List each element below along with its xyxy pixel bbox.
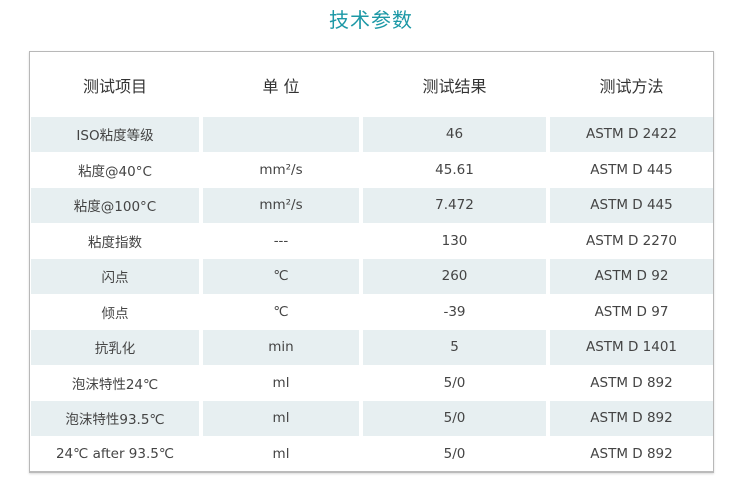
cell-result: 46 [363,117,546,152]
cell-method: ASTM D 892 [590,445,673,462]
cell-test-item: 24℃ after 93.5℃ [55,445,175,462]
table-row: 泡沫特性24℃ ml 5/0 ASTM D 892 [31,366,713,401]
cell-test-item: 闪点 [31,259,199,294]
cell-test-item: 泡沫特性24℃ [71,376,159,393]
cell-result: 5 [363,330,546,365]
table-row: 倾点 ℃ -39 ASTM D 97 [31,295,713,330]
cell-test-item: 粘度@100°C [31,188,199,223]
table-header-row: 测试项目 单 位 测试结果 测试方法 [31,53,713,116]
cell-unit: ℃ [203,259,359,294]
cell-result: 5/0 [443,445,466,462]
table-row: 粘度指数 --- 130 ASTM D 2270 [31,224,713,259]
cell-method: ASTM D 892 [550,401,713,436]
header-method: 测试方法 [599,76,664,96]
cell-test-item: 倾点 [101,305,129,322]
header-result: 测试结果 [422,76,487,96]
section-title: 技术参数 [329,8,413,32]
cell-test-item: ISO粘度等级 [31,117,199,152]
table-row: 粘度@40°C mm²/s 45.61 ASTM D 445 [31,153,713,188]
header-test-item: 测试项目 [82,76,147,96]
spec-table-container: 测试项目 单 位 测试结果 测试方法 ISO粘度等级 46 ASTM D 2422 粘… [29,51,714,473]
cell-result: 130 [441,232,468,249]
cell-method: ASTM D 1401 [550,330,713,365]
cell-result: 260 [363,259,546,294]
table-row: 泡沫特性93.5℃ ml 5/0 ASTM D 892 [31,401,713,436]
cell-method: ASTM D 445 [590,161,673,178]
table-row: 闪点 ℃ 260 ASTM D 92 [31,259,713,294]
cell-result: 5/0 [443,374,466,391]
cell-test-item: 粘度@40°C [78,163,152,180]
cell-test-item: 粘度指数 [88,234,142,251]
cell-method: ASTM D 92 [550,259,713,294]
cell-unit: mm²/s [203,188,359,223]
cell-method: ASTM D 445 [550,188,713,223]
cell-result: 45.61 [435,161,474,178]
cell-unit: --- [273,232,289,249]
spec-table: 测试项目 单 位 测试结果 测试方法 ISO粘度等级 46 ASTM D 2422 粘… [27,52,717,472]
cell-unit [203,117,359,152]
table-row: 抗乳化 min 5 ASTM D 1401 [31,330,713,365]
cell-result: -39 [443,303,466,320]
cell-unit: ml [272,374,290,391]
cell-test-item: 抗乳化 [31,330,199,365]
table-row: 24℃ after 93.5℃ ml 5/0 ASTM D 892 [31,437,713,472]
cell-result: 5/0 [363,401,546,436]
table-row: ISO粘度等级 46 ASTM D 2422 [31,117,713,152]
cell-unit: ml [203,401,359,436]
cell-method: ASTM D 2270 [585,232,678,249]
cell-method: ASTM D 2422 [550,117,713,152]
cell-test-item: 泡沫特性93.5℃ [31,401,199,436]
cell-method: ASTM D 97 [594,303,669,320]
cell-unit: min [203,330,359,365]
cell-result: 7.472 [363,188,546,223]
header-unit: 单 位 [262,76,300,96]
table-row: 粘度@100°C mm²/s 7.472 ASTM D 445 [31,188,713,223]
cell-unit: ℃ [273,303,289,320]
cell-method: ASTM D 892 [590,374,673,391]
cell-unit: ml [272,445,290,462]
cell-unit: mm²/s [259,161,303,178]
